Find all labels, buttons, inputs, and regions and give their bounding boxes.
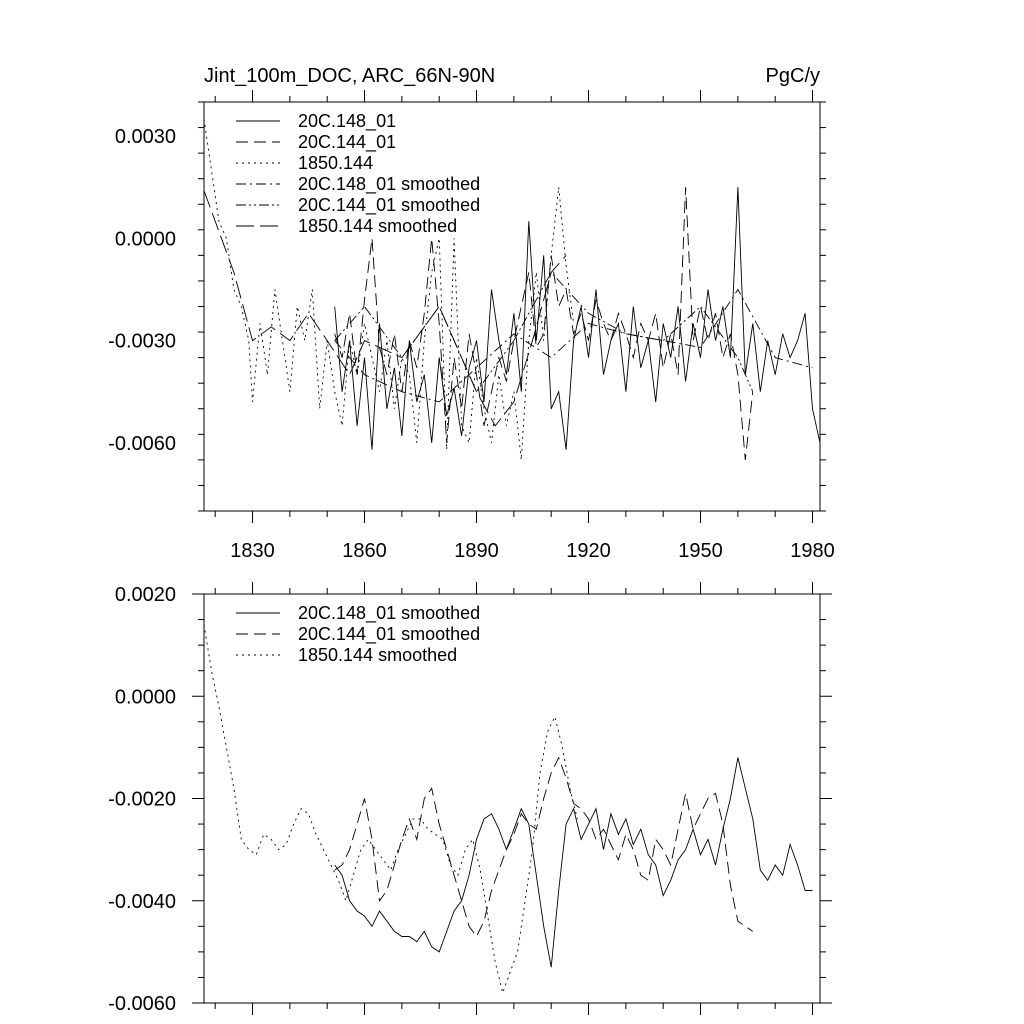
bottom-series-group [203,624,813,995]
bottom-legend-label-20c-148-01-smoothed: 20C.148_01 smoothed [298,603,480,624]
top-y-tick-label: -0.0060 [108,433,176,455]
bottom-axis-ticks: 0.0020 0.0000 -0.0020 -0.0040 -0.0060 [108,582,832,1015]
chart-title: Jint_100m_DOC, ARC_66N-90N [204,65,495,87]
top-y-tick-label: -0.0030 [108,331,176,353]
top-x-tick-label: 1830 [230,540,275,562]
top-legend-label-20c-148-01: 20C.148_01 [298,111,396,132]
top-legend-label-20c-148-01-smoothed: 20C.148_01 smoothed [298,174,480,195]
top-series-20c-144-01 [334,187,754,460]
top-axis-ticks: 1830 1860 1890 1920 1950 1980 0.0030 0.0000 -0.0… [108,90,835,562]
top-y-tick-label: 0.0000 [115,228,176,250]
top-series-20c-144-01-smoothed [334,271,754,393]
bottom-y-tick-label: -0.0040 [108,891,176,913]
bottom-series-20c-144-01-smoothed [334,756,754,938]
top-panel: Jint_100m_DOC, ARC_66N-90N PgC/y 1830 186… [108,65,835,562]
bottom-legend-label-20c-144-01-smoothed: 20C.144_01 smoothed [298,624,480,645]
bottom-series-20c-148-01-smoothed [334,757,813,968]
top-x-tick-label: 1860 [342,540,387,562]
bottom-series-1850-144-smoothed [203,624,578,995]
top-legend-label-1850-144: 1850.144 [298,153,373,173]
bottom-legend-label-1850-144-smoothed: 1850.144 smoothed [298,645,457,665]
bottom-y-tick-label: 0.0000 [115,686,176,708]
top-x-tick-label: 1950 [678,540,723,562]
units-label: PgC/y [766,65,820,87]
bottom-y-tick-label: -0.0060 [108,993,176,1015]
bottom-y-tick-label: 0.0020 [115,584,176,606]
top-legend-label-1850-144-smoothed: 1850.144 smoothed [298,216,457,236]
top-y-tick-label: 0.0030 [115,126,176,148]
top-legend-label-20c-144-01-smoothed: 20C.144_01 smoothed [298,195,480,216]
top-series-20c-148-01-smoothed [334,288,813,403]
top-plot-frame [203,101,821,512]
top-series-1850-144 [203,118,575,460]
top-series-group [203,118,821,460]
top-x-tick-label: 1920 [566,540,611,562]
bottom-plot-frame [203,593,821,1004]
top-legend-label-20c-144-01: 20C.144_01 [298,132,396,153]
top-series-1850-144-smoothed [203,190,567,427]
top-x-tick-label: 1890 [454,540,499,562]
bottom-panel: 0.0020 0.0000 -0.0020 -0.0040 -0.0060 20C.14… [108,582,832,1015]
bottom-y-tick-label: -0.0020 [108,789,176,811]
top-x-tick-label: 1980 [790,540,835,562]
